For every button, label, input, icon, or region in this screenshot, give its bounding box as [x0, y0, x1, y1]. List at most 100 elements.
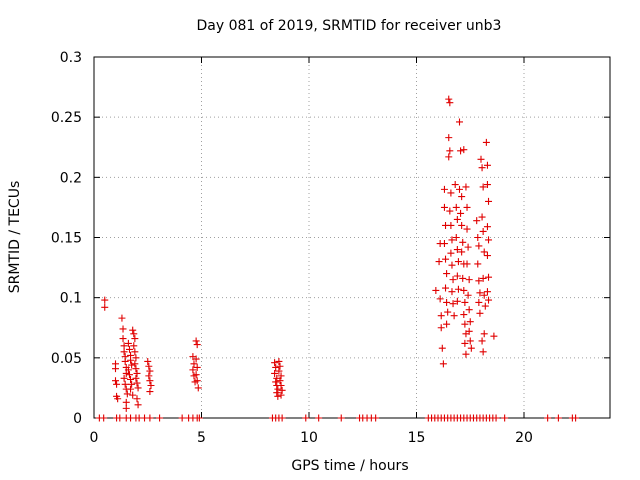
data-point	[146, 388, 154, 396]
data-point	[113, 380, 121, 388]
data-point	[315, 414, 323, 422]
data-point	[272, 363, 280, 371]
x-tick-labels: 0 5 10 15 20	[90, 430, 533, 446]
data-point	[276, 362, 284, 370]
data-point	[460, 311, 468, 319]
data-point	[443, 298, 451, 306]
x-tick-label: 5	[197, 430, 206, 446]
data-point	[112, 365, 119, 373]
data-point	[132, 365, 140, 373]
data-point	[483, 223, 491, 231]
data-point	[474, 234, 482, 241]
y-tick-label: 0.1	[60, 291, 82, 307]
data-point	[130, 342, 138, 350]
data-point	[459, 238, 467, 246]
data-point	[475, 277, 483, 285]
data-point	[444, 308, 452, 316]
data-point	[144, 357, 152, 365]
data-point	[447, 189, 455, 197]
data-point	[544, 414, 552, 422]
data-point	[146, 377, 154, 385]
data-point	[452, 234, 460, 241]
data-point	[456, 185, 463, 193]
data-point	[134, 401, 142, 409]
data-point	[277, 391, 285, 399]
data-point	[443, 270, 451, 278]
data-point	[485, 197, 493, 205]
data-point	[435, 258, 443, 266]
data-point	[453, 272, 461, 280]
data-point	[156, 414, 164, 422]
axis-ticks	[93, 56, 610, 419]
data-point	[450, 312, 458, 320]
data-point	[302, 414, 310, 422]
y-tick-label: 0.25	[51, 110, 82, 126]
data-point	[277, 382, 285, 390]
data-point	[478, 337, 486, 345]
data-point	[445, 153, 453, 161]
data-point	[466, 337, 474, 345]
data-point	[475, 242, 483, 250]
data-point	[461, 339, 469, 347]
data-point	[447, 249, 455, 257]
data-point	[476, 309, 484, 317]
data-point	[337, 414, 345, 422]
chart-title: Day 081 of 2019, SRMTID for receiver unb…	[197, 18, 502, 34]
data-point	[145, 362, 153, 370]
data-point	[193, 363, 201, 371]
data-point	[147, 382, 155, 390]
data-point	[480, 291, 488, 299]
data-point	[477, 155, 485, 163]
data-point	[464, 291, 472, 299]
data-point	[121, 357, 129, 365]
data-point	[127, 356, 135, 364]
data-point	[456, 118, 463, 126]
data-point	[118, 314, 126, 322]
data-point	[463, 225, 471, 233]
data-point	[273, 389, 281, 397]
data-point	[460, 286, 468, 294]
data-point	[443, 320, 451, 328]
data-point	[451, 181, 459, 189]
data-point	[453, 246, 461, 254]
data-point	[478, 164, 486, 172]
data-point	[133, 395, 141, 403]
data-point	[436, 295, 444, 303]
data-point	[445, 134, 453, 142]
data-point	[483, 288, 491, 296]
data-point	[133, 369, 141, 377]
data-point	[446, 207, 454, 215]
data-point	[145, 372, 153, 380]
data-point	[483, 161, 491, 169]
data-point	[492, 414, 500, 422]
data-point	[130, 330, 138, 338]
data-point	[485, 273, 493, 281]
data-point	[473, 217, 481, 225]
data-point	[120, 348, 128, 356]
x-tick-label: 0	[90, 430, 99, 446]
data-point	[479, 348, 487, 356]
data-point	[442, 284, 450, 292]
data-point	[129, 326, 137, 334]
data-point	[485, 296, 493, 304]
data-point	[480, 330, 488, 338]
data-point	[457, 147, 465, 155]
data-point	[462, 350, 470, 358]
data-point	[481, 302, 489, 310]
data-point	[146, 414, 154, 422]
data-point	[131, 360, 139, 368]
data-point	[460, 146, 468, 154]
data-point	[437, 312, 445, 320]
data-point	[372, 414, 380, 422]
data-point	[439, 360, 447, 368]
data-points	[95, 95, 580, 422]
data-point	[440, 240, 448, 248]
y-tick-label: 0.05	[51, 351, 82, 367]
data-point	[124, 339, 132, 347]
data-point	[131, 335, 139, 343]
data-point	[114, 395, 122, 403]
plot-frame	[93, 56, 611, 419]
data-point	[271, 359, 279, 367]
data-point	[133, 379, 141, 387]
